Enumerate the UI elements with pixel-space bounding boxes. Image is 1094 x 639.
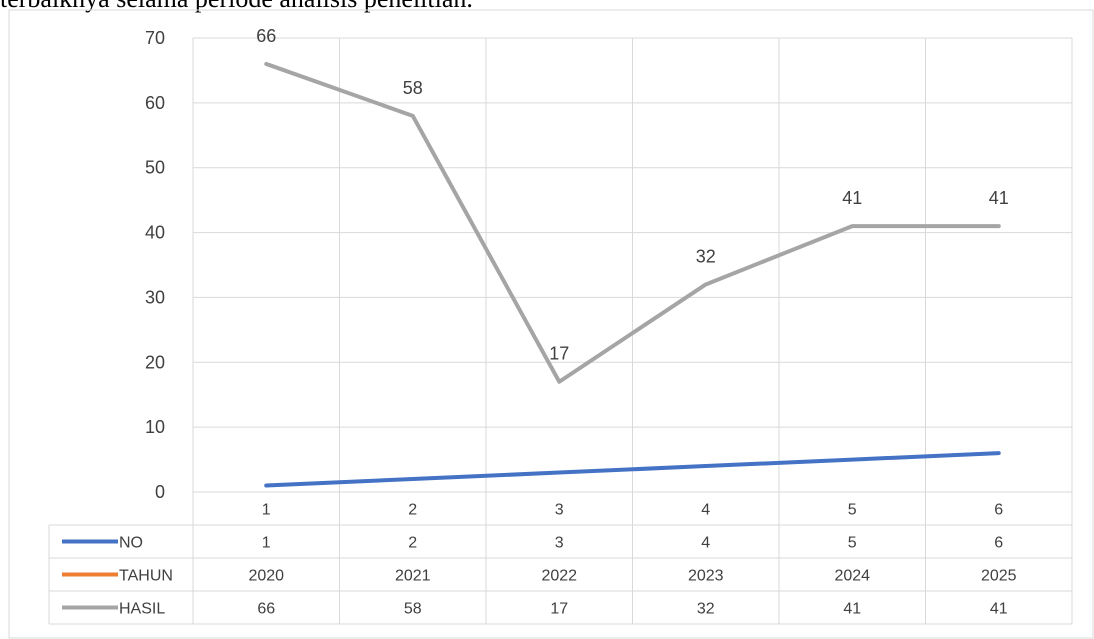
table-cell: 5: [848, 535, 857, 552]
data-label: 58: [403, 78, 423, 98]
table-cell: 2023: [688, 568, 724, 585]
data-label: 32: [696, 246, 716, 266]
y-tick-label: 0: [155, 482, 165, 502]
table-cell: 41: [843, 601, 861, 618]
series-lines: [264, 61, 1001, 488]
data-labels: 66 58 17 32 41 41: [256, 26, 1009, 364]
table-cell: 32: [697, 601, 715, 618]
x-tick-label: 5: [848, 502, 857, 519]
series-line-no: [264, 451, 1001, 488]
table-cell: 1: [262, 535, 271, 552]
y-tick-label: 40: [145, 223, 165, 243]
table-cell: 41: [990, 601, 1008, 618]
y-tick-label: 10: [145, 417, 165, 437]
data-label: 17: [549, 344, 569, 364]
data-label: 41: [989, 188, 1009, 208]
x-tick-label: 2: [408, 502, 417, 519]
x-tick-label: 4: [701, 502, 710, 519]
table-cell: 3: [555, 535, 564, 552]
legend-label-hasil: HASIL: [119, 601, 165, 618]
table-cell: 2025: [981, 568, 1017, 585]
y-axis: 0 10 20 30 40 50 60 70: [145, 28, 165, 502]
data-label: 66: [256, 26, 276, 46]
table-cell: 4: [701, 535, 710, 552]
table-cell: 58: [404, 601, 422, 618]
x-tick-label: 1: [262, 502, 271, 519]
legend-label-no: NO: [119, 535, 143, 552]
table-cell: 17: [550, 601, 568, 618]
table-cell: 2020: [248, 568, 284, 585]
table-cell: 2022: [541, 568, 577, 585]
table-cell: 2: [408, 535, 417, 552]
table-cell: 66: [257, 601, 275, 618]
gridlines: [48, 37, 1073, 625]
data-table: 1 2 3 4 5 6 NO 1 2 3 4 5 6 TAHUN 2020 2021 2022 2023 2024 2…: [62, 502, 1017, 618]
table-cell: 2021: [395, 568, 431, 585]
y-tick-label: 60: [145, 93, 165, 113]
y-tick-label: 50: [145, 158, 165, 178]
table-cell: 6: [994, 535, 1003, 552]
y-tick-label: 70: [145, 28, 165, 48]
chart-border: [8, 9, 1094, 639]
x-tick-label: 3: [555, 502, 564, 519]
y-tick-label: 20: [145, 352, 165, 372]
legend-label-tahun: TAHUN: [119, 568, 173, 585]
x-tick-label: 6: [994, 502, 1003, 519]
data-label: 41: [842, 188, 862, 208]
table-cell: 2024: [834, 568, 870, 585]
series-line-hasil: [264, 61, 1001, 384]
y-tick-label: 30: [145, 287, 165, 307]
